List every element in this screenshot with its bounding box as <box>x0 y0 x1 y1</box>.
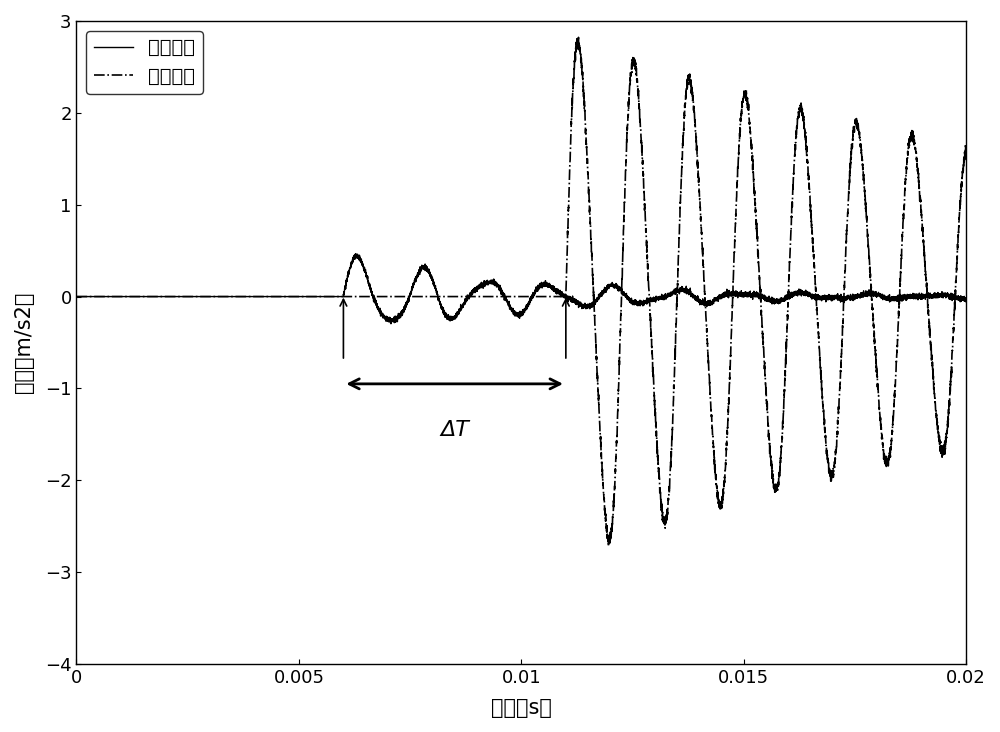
振动信号 <box>636 299 648 308</box>
声音信号 <box>603 542 615 550</box>
声音信号 <box>636 151 648 160</box>
振动信号 <box>730 291 742 300</box>
Line: 声音信号: 声音信号 <box>76 37 966 546</box>
振动信号 <box>960 295 972 304</box>
振动信号 <box>70 292 82 301</box>
声音信号 <box>393 292 405 301</box>
Line: 振动信号: 振动信号 <box>76 254 966 324</box>
声音信号 <box>597 481 609 490</box>
振动信号 <box>778 296 790 305</box>
振动信号 <box>393 314 405 323</box>
声音信号 <box>572 33 584 42</box>
声音信号 <box>70 292 82 301</box>
振动信号 <box>350 250 362 258</box>
振动信号 <box>385 319 397 328</box>
振动信号 <box>115 292 127 301</box>
振动信号 <box>597 288 609 297</box>
声音信号 <box>778 397 790 406</box>
声音信号 <box>115 292 127 301</box>
X-axis label: 时间（s）: 时间（s） <box>491 698 552 718</box>
声音信号 <box>960 152 972 160</box>
声音信号 <box>730 199 742 208</box>
Y-axis label: 幅値（m/s2）: 幅値（m/s2） <box>14 292 34 393</box>
Text: ΔT: ΔT <box>440 420 469 440</box>
Legend: 振动信号, 声音信号: 振动信号, 声音信号 <box>86 31 203 94</box>
